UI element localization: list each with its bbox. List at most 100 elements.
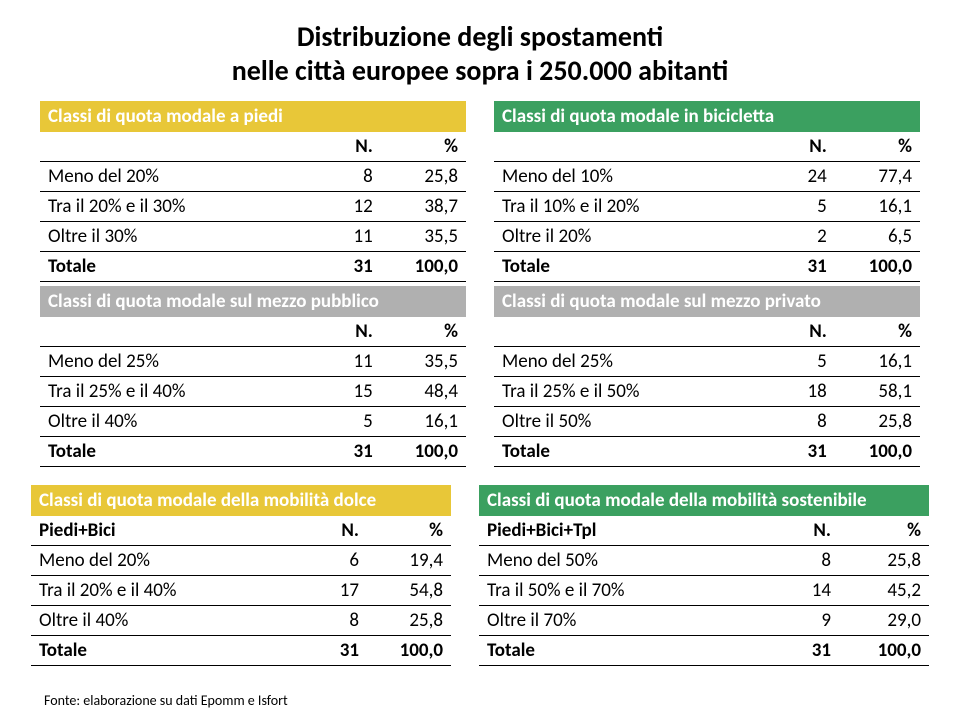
piedi-row-0-n: 8: [296, 162, 381, 192]
bici-row-1-n: 5: [750, 192, 835, 222]
sost-subhead-n: N.: [749, 516, 839, 546]
privato-row-1-pct: 58,1: [835, 377, 920, 407]
table-dolce: Classi di quota modale della mobilità do…: [31, 485, 451, 666]
table-row: Oltre il 40%825,8: [31, 606, 451, 636]
pubblico-row-3-pct: 100,0: [381, 437, 466, 467]
sost-row-2-label: Oltre il 70%: [479, 606, 749, 636]
pubblico-row-0-label: Meno del 25%: [40, 347, 296, 377]
privato-row-1-n: 18: [750, 377, 835, 407]
sost-row-0-label: Meno del 50%: [479, 546, 749, 576]
privato-row-0-n: 5: [750, 347, 835, 377]
piedi-row-1-n: 12: [296, 192, 381, 222]
privato-row-2-label: Oltre il 50%: [494, 407, 750, 437]
privato-row-3-pct: 100,0: [835, 437, 920, 467]
privato-subhead-pct: %: [835, 317, 920, 347]
sost-subhead-pct: %: [839, 516, 929, 546]
bici-row-3-pct: 100,0: [835, 252, 920, 282]
bici-subhead-label: [494, 132, 750, 162]
sost-row-1-n: 14: [749, 576, 839, 606]
piedi-row-2-n: 11: [296, 222, 381, 252]
table-row: Totale31100,0: [40, 437, 466, 467]
dolce-row-1-label: Tra il 20% e il 40%: [31, 576, 283, 606]
dolce-subhead-n: N.: [283, 516, 367, 546]
dolce-header: Classi di quota modale della mobilità do…: [31, 485, 451, 516]
bici-row-2-pct: 6,5: [835, 222, 920, 252]
privato-row-0-pct: 16,1: [835, 347, 920, 377]
title-line-2: nelle città europee sopra i 250.000 abit…: [232, 53, 729, 88]
bici-row-1-label: Tra il 10% e il 20%: [494, 192, 750, 222]
dolce-row-2-pct: 25,8: [367, 606, 451, 636]
privato-row-2-n: 8: [750, 407, 835, 437]
dolce-subhead-label: Piedi+Bici: [31, 516, 283, 546]
table-row: Totale31100,0: [479, 636, 929, 666]
pubblico-subhead-pct: %: [381, 317, 466, 347]
piedi-subhead-label: [40, 132, 296, 162]
table-row: Meno del 20%619,4: [31, 546, 451, 576]
sost-row-0-pct: 25,8: [839, 546, 929, 576]
pubblico-row-2-label: Oltre il 40%: [40, 407, 296, 437]
pubblico-subhead-n: N.: [296, 317, 381, 347]
privato-subhead-label: [494, 317, 750, 347]
pubblico-subhead-label: [40, 317, 296, 347]
privato-row-1-label: Tra il 25% e il 50%: [494, 377, 750, 407]
sost-subhead-label: Piedi+Bici+Tpl: [479, 516, 749, 546]
table-bici: Classi di quota modale in biciclettaN.%M…: [494, 101, 920, 282]
dolce-row-3-label: Totale: [31, 636, 283, 666]
dolce-row-0-label: Meno del 20%: [31, 546, 283, 576]
table-row: Oltre il 70%929,0: [479, 606, 929, 636]
dolce-row-2-n: 8: [283, 606, 367, 636]
dolce-row-3-pct: 100,0: [367, 636, 451, 666]
table-row: Tra il 20% e il 40%1754,8: [31, 576, 451, 606]
sost-header: Classi di quota modale della mobilità so…: [479, 485, 929, 516]
pubblico-row-1-pct: 48,4: [381, 377, 466, 407]
table-privato: Classi di quota modale sul mezzo privato…: [494, 286, 920, 467]
pubblico-row-0-pct: 35,5: [381, 347, 466, 377]
title-line-1: Distribuzione degli spostamenti: [297, 19, 663, 54]
table-row: Meno del 25%516,1: [494, 347, 920, 377]
piedi-row-3-pct: 100,0: [381, 252, 466, 282]
bici-row-2-label: Oltre il 20%: [494, 222, 750, 252]
piedi-row-2-label: Oltre il 30%: [40, 222, 296, 252]
piedi-row-1-label: Tra il 20% e il 30%: [40, 192, 296, 222]
page-title: Distribuzione degli spostamenti nelle ci…: [40, 20, 920, 87]
table-row: Meno del 50%825,8: [479, 546, 929, 576]
bici-header: Classi di quota modale in bicicletta: [494, 101, 920, 132]
table-row: Totale31100,0: [494, 252, 920, 282]
privato-header: Classi di quota modale sul mezzo privato: [494, 286, 920, 317]
pubblico-row-3-n: 31: [296, 437, 381, 467]
table-row: Oltre il 20%26,5: [494, 222, 920, 252]
pubblico-row-1-n: 15: [296, 377, 381, 407]
piedi-header: Classi di quota modale a piedi: [40, 101, 466, 132]
table-row: Totale31100,0: [31, 636, 451, 666]
bici-row-3-label: Totale: [494, 252, 750, 282]
bici-row-0-n: 24: [750, 162, 835, 192]
table-row: Meno del 25%1135,5: [40, 347, 466, 377]
table-row: Meno del 10%2477,4: [494, 162, 920, 192]
privato-row-3-label: Totale: [494, 437, 750, 467]
table-row: Totale31100,0: [40, 252, 466, 282]
piedi-subhead-n: N.: [296, 132, 381, 162]
dolce-row-1-n: 17: [283, 576, 367, 606]
bici-row-1-pct: 16,1: [835, 192, 920, 222]
bici-row-0-pct: 77,4: [835, 162, 920, 192]
dolce-row-1-pct: 54,8: [367, 576, 451, 606]
bici-subhead-pct: %: [835, 132, 920, 162]
table-sost: Classi di quota modale della mobilità so…: [479, 485, 929, 666]
piedi-row-3-n: 31: [296, 252, 381, 282]
pubblico-header: Classi di quota modale sul mezzo pubblic…: [40, 286, 466, 317]
top-tables-row: Classi di quota modale a piediN.%Meno de…: [40, 101, 920, 467]
dolce-row-0-n: 6: [283, 546, 367, 576]
piedi-row-0-label: Meno del 20%: [40, 162, 296, 192]
bici-row-3-n: 31: [750, 252, 835, 282]
piedi-row-0-pct: 25,8: [381, 162, 466, 192]
piedi-row-2-pct: 35,5: [381, 222, 466, 252]
piedi-subhead-pct: %: [381, 132, 466, 162]
sost-row-3-n: 31: [749, 636, 839, 666]
dolce-row-2-label: Oltre il 40%: [31, 606, 283, 636]
table-row: Meno del 20%825,8: [40, 162, 466, 192]
sost-row-2-n: 9: [749, 606, 839, 636]
privato-subhead-n: N.: [750, 317, 835, 347]
sost-row-3-pct: 100,0: [839, 636, 929, 666]
table-piedi: Classi di quota modale a piediN.%Meno de…: [40, 101, 466, 282]
table-row: Oltre il 40%516,1: [40, 407, 466, 437]
